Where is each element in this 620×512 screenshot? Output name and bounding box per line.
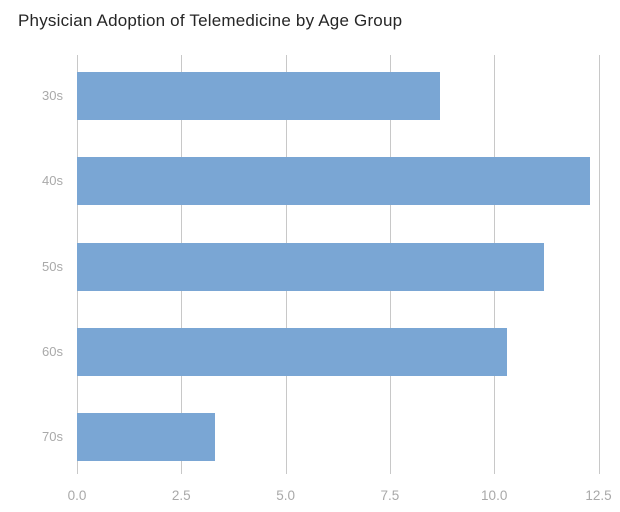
x-axis-tick-label: 12.5 <box>585 488 612 503</box>
x-axis-tick-label: 5.0 <box>276 488 295 503</box>
bar-40s <box>77 157 591 206</box>
x-axis-tick <box>389 467 391 474</box>
x-axis-tick-label: 2.5 <box>171 488 191 503</box>
x-axis-tick <box>285 467 287 474</box>
bar-50s <box>77 242 545 291</box>
y-axis-category-label: 70s <box>42 429 63 445</box>
bar-30s <box>77 72 440 120</box>
bar-70s <box>77 413 215 462</box>
y-axis-category-label: 40s <box>42 173 63 189</box>
y-axis-category-label: 30s <box>42 88 63 103</box>
x-axis-tick <box>598 467 600 474</box>
x-axis-tick <box>494 467 496 474</box>
x-axis-tick-label: 7.5 <box>380 488 400 503</box>
plot-area <box>77 55 613 467</box>
x-axis-tick <box>181 467 183 474</box>
y-axis-category-label: 60s <box>42 343 63 359</box>
x-axis-tick-label: 10.0 <box>481 488 508 503</box>
bar-60s <box>77 327 507 376</box>
x-axis-tick-label: 0.0 <box>67 488 87 503</box>
chart-title: Physician Adoption of Telemedicine by Ag… <box>18 11 403 30</box>
gridline <box>598 55 600 467</box>
y-axis-category-label: 50s <box>42 258 63 274</box>
x-axis-tick <box>77 467 78 474</box>
